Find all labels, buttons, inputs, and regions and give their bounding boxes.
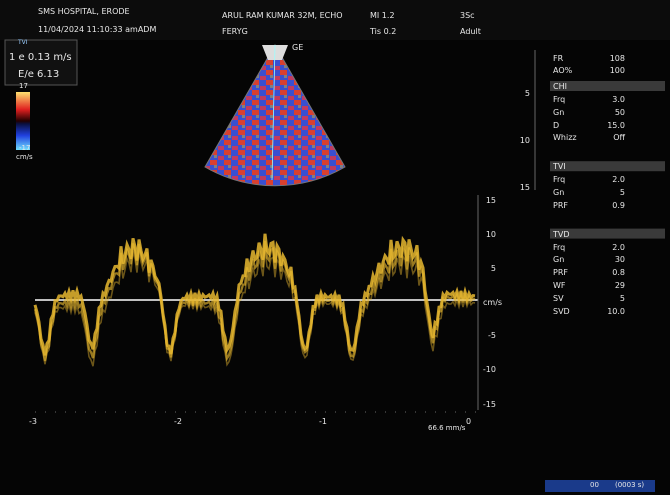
tis: Tis 0.2 <box>370 27 397 36</box>
param-value: Off <box>613 133 625 143</box>
param-label: SVD <box>553 306 570 316</box>
velocity-tick: -10 <box>482 365 496 374</box>
color-bar <box>16 92 30 150</box>
param-value: 5 <box>619 188 625 197</box>
preset: Adult <box>460 27 481 36</box>
group-title: TVI <box>553 162 566 172</box>
color-bar-min: -17 <box>19 144 31 152</box>
depth-tick: 5 <box>524 89 530 98</box>
param-label: PRF <box>553 268 568 278</box>
header-bar <box>0 0 670 40</box>
cursor-line <box>271 44 276 181</box>
velocity-tick: 5 <box>490 264 496 273</box>
param-label: Gn <box>553 255 565 265</box>
doppler-trace <box>33 233 476 367</box>
param-label: Frq <box>553 242 566 252</box>
mode: TVI <box>18 39 28 46</box>
param-value: 15.0 <box>607 120 625 130</box>
time-tick: -2 <box>174 417 182 426</box>
param-label: Frq <box>553 175 566 185</box>
param-value: 100 <box>609 66 625 75</box>
sweep-speed: 66.6 mm/s <box>428 424 466 432</box>
param-value: 29 <box>614 281 625 290</box>
param-label: D <box>553 120 560 130</box>
param-value: 0.9 <box>612 200 625 210</box>
depth-tick: 15 <box>519 183 530 192</box>
velocity-tick: -5 <box>488 331 496 340</box>
color-bar-unit: cm/s <box>16 153 33 161</box>
param-value: 50 <box>614 107 625 117</box>
measurement: E/e 6.13 <box>18 69 60 80</box>
color-bar-max: 17 <box>19 82 28 90</box>
brand: GE <box>292 43 304 52</box>
probe: 3Sc <box>460 11 475 20</box>
param-value: 0.8 <box>612 268 625 278</box>
param-label: Gn <box>553 188 565 197</box>
datetime: 11/04/2024 11:10:33 amADM <box>38 25 157 34</box>
trace-line <box>34 249 476 367</box>
measure-box <box>4 39 78 86</box>
param-label: WF <box>553 281 566 290</box>
group-band <box>550 228 665 239</box>
patient: ARUL RAM KUMAR 32M, ECHO <box>222 11 343 20</box>
param-value: 3.0 <box>612 95 625 104</box>
group-band <box>550 161 665 172</box>
trace-line <box>33 240 476 362</box>
param-value: 108 <box>609 54 625 63</box>
group-title: TVD <box>553 229 570 239</box>
param-value: 30 <box>614 255 625 265</box>
param-label: AO% <box>553 66 573 75</box>
param-label: Frq <box>553 95 566 104</box>
velocity-tick: -15 <box>482 400 496 409</box>
group-title: CHI <box>553 82 567 91</box>
hospital: SMS HOSPITAL, ERODE <box>38 7 130 16</box>
param-value: 2.0 <box>612 242 625 252</box>
param-value: 5 <box>619 293 625 303</box>
param-label: FR <box>553 54 564 63</box>
time-tick: 0 <box>466 417 472 426</box>
operator: FERYG <box>222 27 248 36</box>
param-label: PRF <box>553 200 568 210</box>
frame: 00 <box>590 481 599 489</box>
param-value: 10.0 <box>607 306 625 316</box>
cine-bar <box>545 480 655 492</box>
sector <box>204 43 346 187</box>
velocity-unit: cm/s <box>483 298 503 307</box>
mi: MI 1.2 <box>370 11 395 20</box>
measurement: 1 e 0.13 m/s <box>9 52 72 63</box>
param-value: 2.0 <box>612 175 625 185</box>
time-tick: -1 <box>319 417 327 426</box>
param-label: Whizz <box>553 133 577 143</box>
time-tick: -3 <box>29 417 37 426</box>
depth-tick: 10 <box>519 136 530 145</box>
velocity-tick: 10 <box>485 230 496 239</box>
group-band <box>550 81 665 91</box>
cine-time: (0003 s) <box>615 481 645 489</box>
velocity-tick: 15 <box>485 196 496 205</box>
param-label: Gn <box>553 107 565 117</box>
param-label: SV <box>553 293 564 303</box>
